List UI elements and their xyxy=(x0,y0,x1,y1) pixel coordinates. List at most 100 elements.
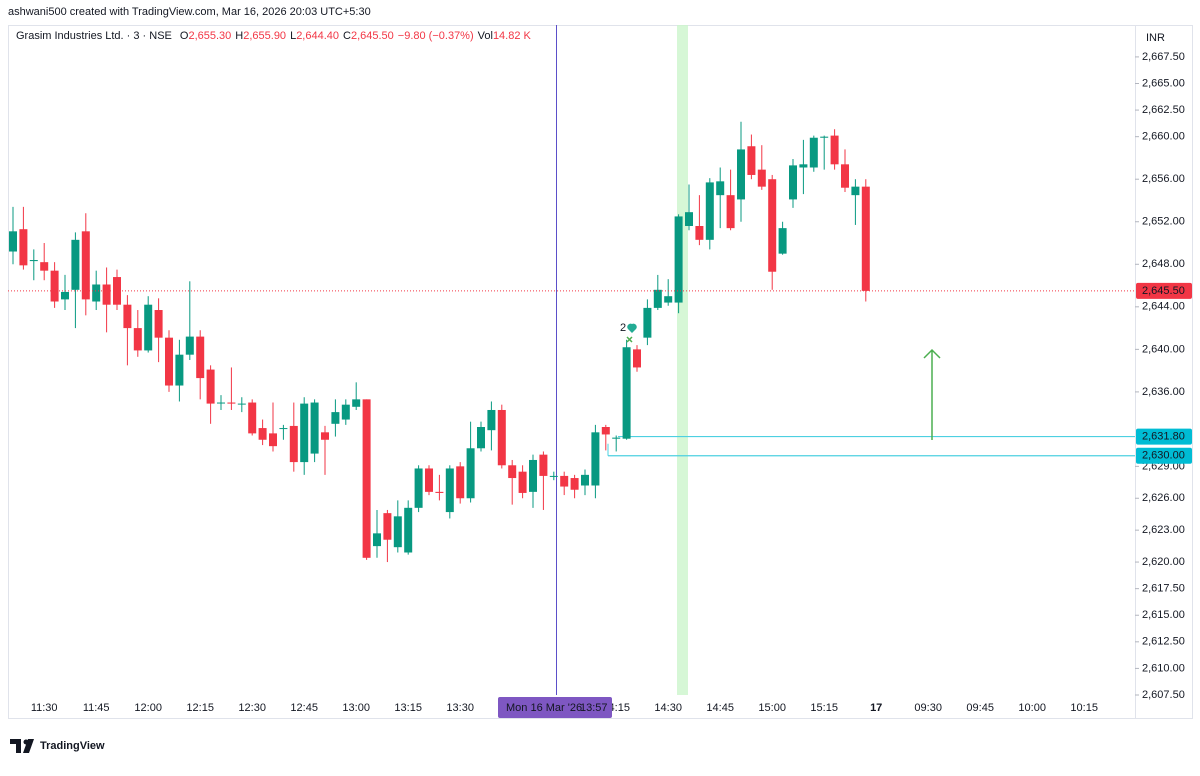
pane-border xyxy=(8,25,1193,719)
candle-body xyxy=(123,304,132,329)
candle-body xyxy=(643,307,652,338)
candle-body xyxy=(653,289,662,308)
candle-body xyxy=(633,349,641,368)
candle-body xyxy=(591,432,600,486)
candle-body xyxy=(269,433,277,447)
x-tick-label: 15:00 xyxy=(758,702,786,714)
candle-body xyxy=(154,310,163,338)
candle-body xyxy=(341,404,350,420)
y-tick-label: 2,640.00 xyxy=(1142,343,1185,355)
candle-body xyxy=(81,231,90,300)
x-tick-label: 12:30 xyxy=(238,702,266,714)
x-tick-label: 17 xyxy=(870,702,882,714)
candle-body xyxy=(716,181,725,196)
candle-body xyxy=(237,403,246,405)
ohlc-key: L xyxy=(290,30,296,42)
x-tick-label: 11:45 xyxy=(83,702,110,714)
candle-body xyxy=(778,228,787,254)
candle-body xyxy=(289,425,298,463)
price-label: 2,631.80 xyxy=(1142,430,1185,442)
candle-body xyxy=(487,409,496,431)
candle-body xyxy=(50,270,59,302)
candle-body xyxy=(206,369,215,404)
price-label-box xyxy=(1136,447,1192,464)
candle-body xyxy=(310,402,319,454)
candle-body xyxy=(40,262,49,271)
candle-body xyxy=(19,229,28,266)
candle-body xyxy=(622,347,631,439)
x-tick-label: 13:15 xyxy=(394,702,422,714)
candle-body xyxy=(331,412,340,424)
candle-body xyxy=(425,468,433,492)
x-tick-label: 12:00 xyxy=(134,702,162,714)
candle-body xyxy=(841,164,849,188)
y-tick-label: 2,607.50 xyxy=(1142,689,1185,701)
candle-body xyxy=(861,186,870,291)
cross-icon xyxy=(626,336,633,343)
candle-body xyxy=(258,428,267,440)
candle-body xyxy=(789,165,797,200)
candle-body xyxy=(695,226,704,240)
candle-body xyxy=(757,169,766,187)
candle-body xyxy=(705,182,714,240)
candle-body xyxy=(352,399,361,407)
x-tick-label: 15:15 xyxy=(810,702,838,714)
candle-body xyxy=(549,475,558,477)
candle-body xyxy=(664,296,673,303)
y-tick-label: 2,660.00 xyxy=(1142,131,1185,143)
ohlc: O2,655.30 H2,655.90 L2,644.40 C2,645.50 xyxy=(180,30,394,42)
plot xyxy=(8,121,1135,563)
candle-body xyxy=(393,516,402,548)
candle-body xyxy=(581,474,589,486)
y-tick-label: 2,615.00 xyxy=(1142,609,1185,621)
crosshair-date: Mon 16 Mar '26 xyxy=(506,702,582,714)
candle-body xyxy=(227,402,236,404)
candle-body xyxy=(539,454,548,476)
candle-body xyxy=(508,465,517,479)
ohlc-key: C xyxy=(343,30,351,42)
highlight-band xyxy=(677,25,688,695)
candle-body xyxy=(321,432,329,440)
candle-body xyxy=(456,466,465,499)
candle-body xyxy=(133,328,142,351)
candle-body xyxy=(601,427,610,435)
y-tick-label: 2,652.00 xyxy=(1142,216,1185,228)
y-tick-label: 2,620.00 xyxy=(1142,556,1185,568)
y-tick-label: 2,626.00 xyxy=(1142,492,1185,504)
y-tick-label: 2,623.00 xyxy=(1142,524,1185,536)
ohlc-value: 2,655.90 xyxy=(243,30,286,42)
candle-body xyxy=(217,402,225,404)
candle-body xyxy=(445,468,454,513)
heart-icon xyxy=(627,323,637,333)
candle-body xyxy=(674,216,683,303)
currency: INR xyxy=(1146,32,1165,44)
x-tick-label: 11:30 xyxy=(31,702,58,714)
vol: 14.82 K xyxy=(493,30,532,42)
candle-body xyxy=(529,459,537,492)
candle-body xyxy=(737,149,745,200)
candle-body xyxy=(477,427,485,449)
legend: Grasim Industries Ltd. · 3 · NSE O2,655.3… xyxy=(16,30,532,42)
symbol: Grasim Industries Ltd. · 3 · NSE xyxy=(16,30,172,42)
y-tick-label: 2,662.50 xyxy=(1142,104,1185,116)
attribution: ashwani500 created with TradingView.com,… xyxy=(8,6,371,18)
candle-body xyxy=(560,475,569,487)
change: −9.80 (−0.37%) xyxy=(398,30,474,42)
candle-body xyxy=(144,304,153,351)
y-tick-label: 2,636.00 xyxy=(1142,386,1185,398)
candle-body xyxy=(71,239,80,290)
last-price-box xyxy=(1136,282,1192,299)
x-tick-label: 13:30 xyxy=(446,702,474,714)
price-label-box xyxy=(1136,428,1192,445)
candle-body xyxy=(570,478,579,490)
candle-body xyxy=(799,164,808,168)
crosshair-label: Mon 16 Mar '26 13:57 xyxy=(498,697,612,718)
candle-body xyxy=(102,284,111,305)
crosshair-label-box xyxy=(498,697,612,718)
ohlc-key: O xyxy=(180,30,189,42)
candle-body xyxy=(768,179,777,272)
signal-count: 2 xyxy=(620,322,626,334)
arrow xyxy=(923,348,941,440)
last-price-label: 2,645.50 xyxy=(1142,285,1185,297)
